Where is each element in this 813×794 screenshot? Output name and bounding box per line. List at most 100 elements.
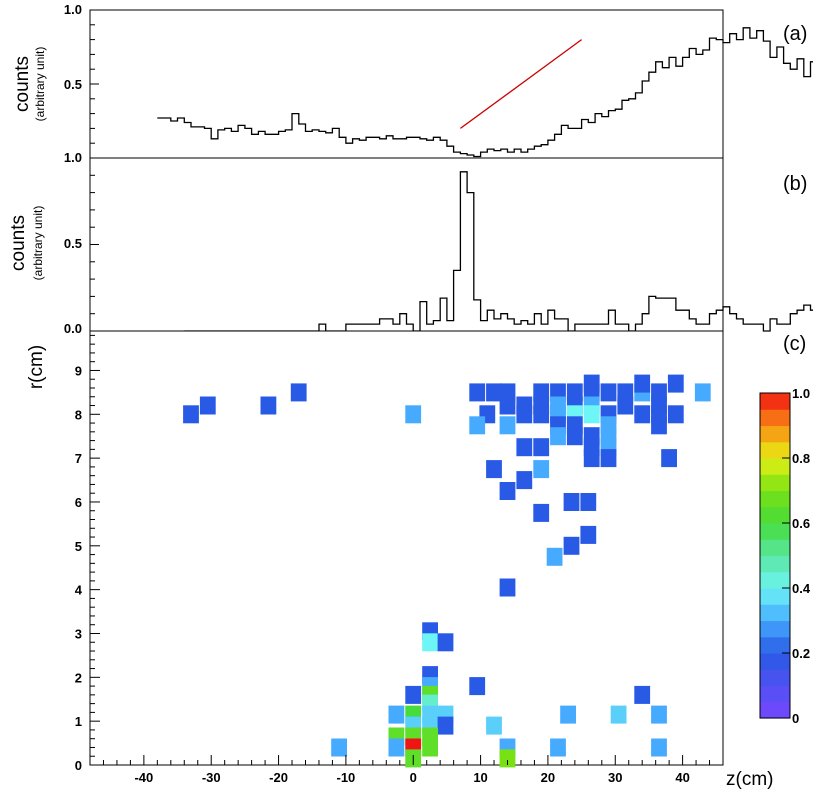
heatmap-cell [290,383,307,402]
heatmap-cell [388,705,405,724]
panel-a: 1.0 0.5 counts (arbitrary unit) (a) [12,2,813,159]
colorbar-swatch [760,539,790,557]
heatmap-cell [405,405,422,424]
heatmap-cell [469,416,486,435]
xtick-label: -10 [336,770,355,785]
heatmap-cell [546,547,563,566]
colorbar-swatch [760,571,790,589]
heatmap-cell [651,705,667,724]
colorbar-swatch [760,669,790,687]
colorbar-swatch [760,604,790,622]
colorbar-swatch [760,555,790,573]
colorbar-swatch [760,685,790,703]
heatmap-cell [550,738,566,757]
colorbar-swatch [760,588,790,605]
colorbar-frame [759,392,791,719]
ytick-label: 2 [75,670,82,685]
colorbar-swatch [760,506,790,524]
colorbar-swatch [760,425,790,443]
colorbar-swatch [760,653,790,670]
colorbar-swatch [760,409,790,427]
panel-a-ticks [90,9,99,159]
ytick-label: 8 [75,407,82,422]
heatmap-cell [694,383,711,402]
panel-a-fit-line [459,39,582,129]
heatmap-cell [405,685,422,704]
heatmap-cell [634,374,651,393]
ytick-label: 3 [75,626,82,641]
heatmap-cell [499,749,516,768]
heatmap-cell [661,449,677,468]
heatmap-cell [560,705,576,724]
heatmap-cell [550,427,566,446]
colorbar-swatch [760,636,790,654]
heatmap-cell [563,493,580,511]
heatmap-cell [580,525,597,544]
colorbar-swatch [760,620,790,638]
ytick-label: 5 [75,539,82,554]
heatmap-cell [499,416,516,435]
xtick-label: -20 [269,770,288,785]
panel-a-frame [89,9,724,159]
panel-c-ticks [89,334,724,766]
panel-a-ytick-2: 0.5 [64,77,82,92]
heatmap-cell [583,449,600,468]
panel-b-ytick-3: 0.0 [64,321,82,336]
panel-a-ylabel-sub: (arbitrary unit) [33,47,47,122]
heatmap-cell [437,716,454,735]
panel-c-label: (c) [783,333,806,355]
colorbar-swatch [760,701,790,719]
xtick-label: 30 [608,770,622,785]
colorbar: 0 0.2 0.4 0.6 0.8 1.0 [759,386,811,726]
panel-b-label: (b) [783,173,807,195]
ytick-label: 4 [75,583,83,598]
heatmap-cell [499,482,516,500]
colorbar-swatches [760,393,790,719]
heatmap-cell [580,493,597,511]
heatmap-cell [583,405,600,424]
heatmap-cell [634,685,651,704]
heatmap-cell [583,374,600,393]
heatmap-cell [533,503,550,522]
colorbar-labels: 0 0.2 0.4 0.6 0.8 1.0 [782,386,811,726]
heatmap-cell [617,396,634,415]
panel-c: -40 -30 -20 -10 0 10 20 30 40 0 1 2 3 4 5 6 7 8 9 r(cm) z… [26,330,806,790]
ytick-label: 7 [75,451,82,466]
xtick-label: 10 [473,770,487,785]
panel-a-ylabel: counts [12,56,33,112]
panel-b: 1.0 0.5 0.0 counts (arbitrary unit) (b) [8,150,813,336]
xtick-label: 40 [675,770,689,785]
heatmap-cell [516,405,533,424]
colorbar-tick-label: 0.2 [792,646,810,661]
heatmap-cell [516,471,533,490]
xtick-label: 20 [541,770,555,785]
heatmap-cell [199,396,216,415]
panel-b-ylabel: counts [8,215,29,271]
ytick-label: 9 [75,363,82,378]
heatmap-cell [566,427,583,446]
heatmap-cell [486,460,502,479]
panel-b-ytick-1: 1.0 [64,150,82,165]
heatmap-cell [486,383,502,402]
ytick-label: 0 [75,758,82,773]
colorbar-tick-label: 0.8 [792,451,810,466]
colorbar-tick-label: 0.4 [792,581,811,596]
heatmap-cell [533,438,550,457]
heatmap-cell [260,396,277,415]
panel-c-ylabel: r(cm) [26,345,47,389]
colorbar-swatch [760,474,790,492]
heatmap-cell [486,716,502,735]
panel-c-xlabel: z(cm) [726,769,773,790]
heatmap-cell [651,416,667,435]
panel-a-histogram [157,27,813,158]
heatmap-cell [469,383,486,402]
panel-b-ticks [90,157,99,332]
colorbar-tick-label: 0.6 [792,516,810,531]
heatmap-cell [516,438,533,457]
panel-a-ytick-1: 1.0 [64,2,82,17]
colorbar-swatch [760,458,790,475]
heatmap-cell [600,449,617,468]
panel-c-xtick-labels: -40 -30 -20 -10 0 10 20 30 40 [134,770,689,785]
heatmap-cell [610,705,627,724]
